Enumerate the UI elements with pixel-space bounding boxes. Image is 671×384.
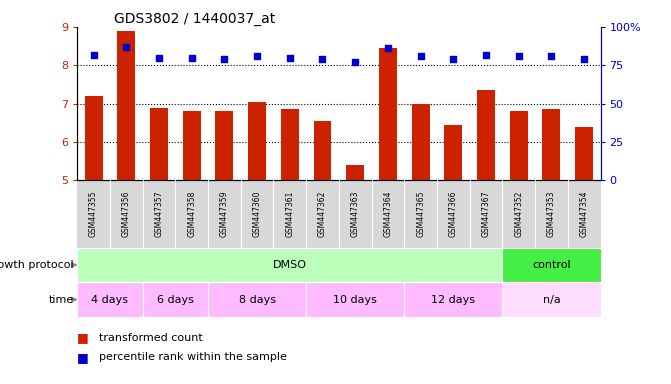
Text: GSM447353: GSM447353 — [547, 191, 556, 237]
Text: n/a: n/a — [543, 295, 560, 305]
Bar — [183, 111, 201, 180]
Bar — [215, 111, 234, 180]
Text: percentile rank within the sample: percentile rank within the sample — [99, 352, 287, 362]
Point — [480, 51, 491, 58]
Text: GSM447364: GSM447364 — [383, 191, 393, 237]
Text: GSM447360: GSM447360 — [252, 191, 262, 237]
Point — [579, 56, 590, 62]
Point — [382, 45, 393, 51]
Bar — [379, 48, 397, 180]
Text: GSM447359: GSM447359 — [220, 191, 229, 237]
Point — [448, 56, 459, 62]
Text: GSM447365: GSM447365 — [416, 191, 425, 237]
Text: GSM447363: GSM447363 — [351, 191, 360, 237]
Point — [121, 44, 132, 50]
Bar — [411, 104, 429, 180]
Bar — [248, 102, 266, 180]
Bar — [346, 165, 364, 180]
Point — [317, 56, 328, 62]
Point — [415, 53, 426, 59]
Bar — [477, 90, 495, 180]
Point — [546, 53, 557, 59]
Point — [350, 59, 360, 65]
Text: GSM447357: GSM447357 — [154, 191, 164, 237]
Text: 12 days: 12 days — [431, 295, 475, 305]
Text: transformed count: transformed count — [99, 333, 203, 343]
Text: GSM447358: GSM447358 — [187, 191, 196, 237]
Text: DMSO: DMSO — [273, 260, 307, 270]
Text: 4 days: 4 days — [91, 295, 128, 305]
Point — [154, 55, 164, 61]
Text: GSM447355: GSM447355 — [89, 191, 98, 237]
Text: ■: ■ — [77, 351, 89, 364]
Text: GDS3802 / 1440037_at: GDS3802 / 1440037_at — [114, 12, 275, 25]
Point — [513, 53, 524, 59]
Text: 10 days: 10 days — [333, 295, 377, 305]
Text: ■: ■ — [77, 331, 89, 344]
Text: GSM447362: GSM447362 — [318, 191, 327, 237]
Point — [285, 55, 295, 61]
Bar — [313, 121, 331, 180]
Text: GSM447366: GSM447366 — [449, 191, 458, 237]
Bar — [444, 125, 462, 180]
Bar — [85, 96, 103, 180]
Text: GSM447352: GSM447352 — [514, 191, 523, 237]
Bar — [150, 108, 168, 180]
Point — [252, 53, 262, 59]
Text: GSM447361: GSM447361 — [285, 191, 295, 237]
Point — [88, 51, 99, 58]
Text: GSM447356: GSM447356 — [121, 191, 131, 237]
Bar — [575, 127, 593, 180]
Point — [219, 56, 229, 62]
Point — [187, 55, 197, 61]
Bar — [117, 31, 136, 180]
Text: GSM447354: GSM447354 — [580, 191, 588, 237]
Bar — [280, 109, 299, 180]
Bar — [542, 109, 560, 180]
Text: control: control — [532, 260, 571, 270]
Text: time: time — [48, 295, 74, 305]
Text: 6 days: 6 days — [157, 295, 194, 305]
Text: growth protocol: growth protocol — [0, 260, 74, 270]
Text: 8 days: 8 days — [239, 295, 276, 305]
Text: GSM447367: GSM447367 — [482, 191, 491, 237]
Bar — [510, 111, 528, 180]
